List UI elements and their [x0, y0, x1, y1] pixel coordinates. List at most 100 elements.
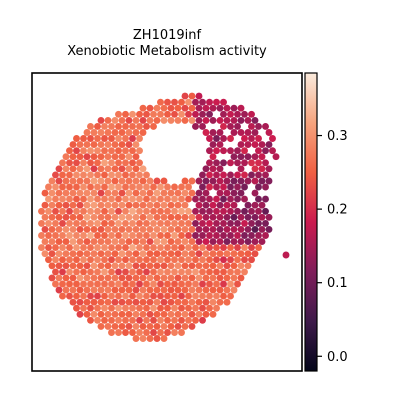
tissue-spot — [171, 110, 178, 118]
tissue-spot — [94, 292, 101, 300]
tissue-spot — [122, 110, 129, 118]
tissue-spot — [220, 183, 227, 191]
tissue-spot — [55, 225, 63, 233]
tissue-spot — [143, 316, 150, 324]
tissue-spot — [69, 225, 77, 233]
tissue-spot — [90, 298, 98, 306]
tissue-spot — [160, 310, 168, 318]
tissue-spot — [97, 250, 105, 258]
tissue-spot — [241, 244, 248, 252]
tissue-spot — [139, 262, 147, 270]
tissue-spot — [129, 110, 136, 118]
tissue-spot — [52, 207, 59, 215]
tissue-spot — [62, 165, 70, 173]
tissue-spot — [101, 280, 108, 288]
tissue-spot — [80, 292, 87, 300]
tissue-spot — [87, 280, 94, 288]
tissue-spot — [237, 153, 245, 161]
tissue-spot — [164, 292, 171, 300]
tissue-spot — [174, 104, 182, 112]
tissue-spot — [146, 310, 154, 318]
tissue-spot — [202, 298, 210, 306]
plot-frame — [31, 72, 303, 372]
tissue-spot — [45, 256, 52, 264]
tissue-spot — [143, 195, 150, 203]
tissue-spot — [220, 207, 227, 215]
tissue-spot — [167, 238, 175, 246]
tissue-spot — [171, 244, 178, 252]
tissue-spot — [108, 316, 115, 324]
tissue-spot — [48, 250, 56, 258]
tissue-spot — [101, 159, 108, 167]
tissue-spot — [115, 207, 122, 215]
tissue-spot — [139, 104, 147, 112]
tissue-spot — [69, 298, 77, 306]
tissue-spot — [108, 195, 115, 203]
tissue-spot — [108, 171, 115, 179]
tissue-spot — [202, 201, 210, 209]
tissue-spot — [73, 268, 80, 276]
tissue-spot — [206, 244, 213, 252]
tissue-spot — [153, 116, 161, 124]
tissue-spot — [150, 304, 157, 312]
tissue-spot — [206, 195, 213, 203]
tissue-spot — [265, 213, 273, 221]
colorbar-tick-label: 0.3 — [327, 129, 348, 144]
tissue-spot — [146, 274, 154, 282]
tissue-spot — [97, 201, 105, 209]
tissue-spot — [132, 177, 140, 185]
tissue-spot — [262, 171, 269, 179]
tissue-spot — [69, 177, 77, 185]
tissue-spot — [160, 201, 168, 209]
tissue-spot — [108, 147, 115, 155]
tissue-spot — [230, 177, 238, 185]
tissue-spot — [101, 195, 108, 203]
tissue-spot — [111, 250, 119, 258]
tissue-spot — [125, 153, 133, 161]
tissue-spot — [178, 183, 185, 191]
tissue-spot — [167, 225, 175, 233]
tissue-spot — [209, 298, 217, 306]
tissue-spot — [129, 304, 136, 312]
tissue-spot — [209, 213, 217, 221]
tissue-spot — [52, 280, 59, 288]
tissue-spot — [122, 159, 129, 167]
tissue-spot — [59, 268, 66, 276]
tissue-spot — [83, 153, 91, 161]
tissue-spot — [164, 268, 171, 276]
tissue-spot — [90, 201, 98, 209]
tissue-spot — [80, 280, 87, 288]
tissue-spot — [258, 225, 266, 233]
tissue-spot — [118, 213, 126, 221]
tissue-spot — [150, 316, 157, 324]
tissue-spot — [192, 207, 199, 215]
tissue-spot — [97, 274, 105, 282]
tissue-spot — [73, 171, 80, 179]
tissue-spot — [90, 153, 98, 161]
tissue-spot — [129, 232, 136, 239]
tissue-spot — [206, 183, 213, 191]
tissue-spot — [192, 232, 199, 239]
tissue-spot — [251, 177, 259, 185]
tissue-spot — [132, 274, 140, 282]
tissue-spot — [241, 183, 248, 191]
tissue-spot — [108, 280, 115, 288]
tissue-spot — [234, 171, 241, 179]
tissue-spot — [132, 238, 140, 246]
tissue-spot — [216, 298, 224, 306]
tissue-spot — [185, 316, 192, 324]
tissue-spot — [55, 177, 63, 185]
tissue-spot — [153, 213, 161, 221]
tissue-spot — [94, 122, 101, 130]
tissue-spot — [164, 98, 171, 106]
tissue-spot — [195, 104, 203, 112]
tissue-spot — [223, 274, 231, 282]
tissue-spot — [108, 159, 115, 167]
tissue-spot — [181, 310, 189, 318]
tissue-spot — [69, 250, 77, 258]
tissue-spot — [167, 286, 175, 294]
tissue-spot — [220, 122, 227, 130]
tissue-spot — [230, 286, 238, 294]
tissue-spot — [59, 159, 66, 167]
